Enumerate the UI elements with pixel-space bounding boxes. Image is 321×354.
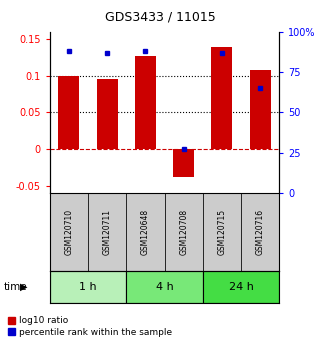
Bar: [250, 70, 271, 149]
Text: 1 h: 1 h: [79, 282, 97, 292]
Bar: [50, 193, 88, 271]
Text: 4 h: 4 h: [156, 282, 173, 292]
Bar: [97, 79, 118, 149]
Text: GSM120716: GSM120716: [256, 209, 265, 255]
Bar: [88, 193, 126, 271]
Text: GSM120715: GSM120715: [217, 209, 226, 255]
Text: GDS3433 / 11015: GDS3433 / 11015: [105, 11, 216, 24]
Bar: [203, 271, 279, 303]
Text: GSM120648: GSM120648: [141, 209, 150, 255]
Text: time: time: [3, 282, 27, 292]
Text: 24 h: 24 h: [229, 282, 254, 292]
Text: GSM120711: GSM120711: [103, 209, 112, 255]
Bar: [241, 193, 279, 271]
Bar: [173, 149, 194, 177]
Text: GSM120710: GSM120710: [65, 209, 74, 255]
Bar: [126, 271, 203, 303]
Text: GSM120708: GSM120708: [179, 209, 188, 255]
Bar: [203, 193, 241, 271]
Legend: log10 ratio, percentile rank within the sample: log10 ratio, percentile rank within the …: [8, 316, 172, 337]
Bar: [164, 193, 203, 271]
Text: ▶: ▶: [20, 282, 28, 292]
Bar: [135, 56, 156, 149]
Bar: [211, 46, 232, 149]
Bar: [58, 76, 79, 149]
Bar: [126, 193, 164, 271]
Bar: [50, 271, 126, 303]
